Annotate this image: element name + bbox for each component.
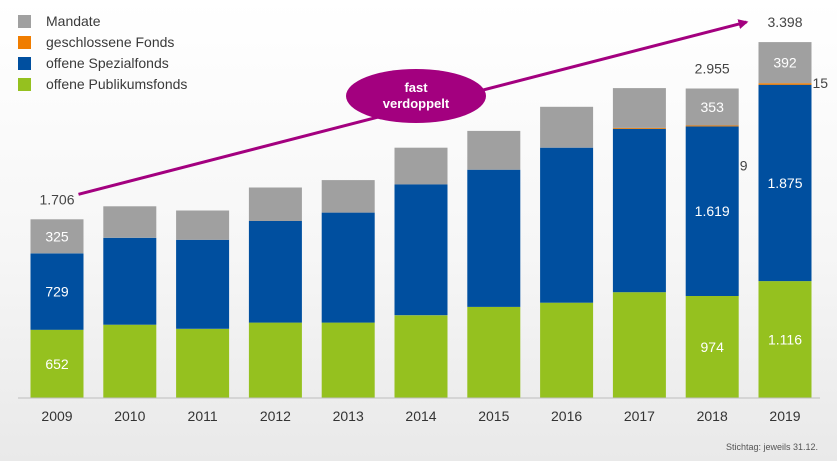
x-tick-label-2016: 2016 xyxy=(551,408,582,424)
bar-segment-geschlossene-fonds-2018 xyxy=(685,125,739,127)
bar-segment-offene-publikumsfonds-2013 xyxy=(321,322,375,398)
bar-segment-offene-publikumsfonds-2015 xyxy=(467,306,521,398)
data-label-2019-offene-publikumsfonds: 1.116 xyxy=(768,332,802,348)
bar-segment-offene-spezialfonds-2013 xyxy=(321,212,375,323)
callout-line-1: fast xyxy=(404,80,428,95)
bar-segment-offene-publikumsfonds-2019 xyxy=(758,281,812,398)
bar-segment-mandate-2015 xyxy=(467,130,521,170)
bar-segment-offene-spezialfonds-2010 xyxy=(103,237,157,325)
bar-segment-offene-spezialfonds-2012 xyxy=(248,221,302,323)
callout-line-2: verdoppelt xyxy=(383,96,450,111)
bar-segment-mandate-2012 xyxy=(248,187,302,221)
legend-label-offene-publikumsfonds: offene Publikumsfonds xyxy=(46,76,187,92)
side-label-2018-closed-funds: 9 xyxy=(740,158,748,174)
x-tick-label-2018: 2018 xyxy=(697,408,728,424)
data-label-2019-mandate: 392 xyxy=(773,55,797,71)
legend-label-mandate: Mandate xyxy=(46,13,101,29)
bar-segment-offene-spezialfonds-2018 xyxy=(685,126,739,297)
bar-segment-mandate-2010 xyxy=(103,206,157,238)
bar-segment-offene-publikumsfonds-2016 xyxy=(540,302,594,398)
bar-segment-geschlossene-fonds-2017 xyxy=(612,127,666,129)
bar-segment-offene-publikumsfonds-2017 xyxy=(612,292,666,398)
x-tick-label-2015: 2015 xyxy=(478,408,509,424)
legend-swatch-offene-spezialfonds xyxy=(18,57,31,70)
x-tick-label-2009: 2009 xyxy=(41,408,72,424)
bar-segment-offene-publikumsfonds-2012 xyxy=(248,322,302,398)
bar-segment-mandate-2019 xyxy=(758,42,812,84)
side-label-2019-closed-funds: 15 xyxy=(813,75,829,91)
x-tick-label-2014: 2014 xyxy=(405,408,436,424)
bar-segment-mandate-2014 xyxy=(394,147,448,185)
legend-swatch-offene-publikumsfonds xyxy=(18,78,31,91)
data-label-2009-offene-spezialfonds: 729 xyxy=(45,284,69,300)
bar-segment-geschlossene-fonds-2019 xyxy=(758,83,812,85)
bar-segment-mandate-2013 xyxy=(321,180,375,213)
data-label-2009-mandate: 325 xyxy=(45,228,69,244)
bar-segment-offene-publikumsfonds-2010 xyxy=(103,324,157,398)
bar-segment-offene-spezialfonds-2019 xyxy=(758,84,812,282)
x-tick-label-2013: 2013 xyxy=(333,408,364,424)
data-label-2009-offene-publikumsfonds: 652 xyxy=(45,356,69,372)
bar-segment-offene-spezialfonds-2016 xyxy=(540,147,594,303)
legend-label-offene-spezialfonds: offene Spezialfonds xyxy=(46,55,169,71)
bar-segment-offene-publikumsfonds-2018 xyxy=(685,296,739,398)
data-label-2018-offene-publikumsfonds: 974 xyxy=(701,339,725,355)
bar-segment-offene-spezialfonds-2015 xyxy=(467,169,521,307)
bar-segment-offene-publikumsfonds-2011 xyxy=(176,328,230,398)
bar-segment-offene-publikumsfonds-2009 xyxy=(30,329,84,398)
total-label-2019: 3.398 xyxy=(767,14,802,30)
data-label-2018-mandate: 353 xyxy=(701,99,725,115)
bar-segment-mandate-2009 xyxy=(30,219,84,254)
legend-label-geschlossene-fonds: geschlossene Fonds xyxy=(46,34,174,50)
x-tick-label-2019: 2019 xyxy=(769,408,800,424)
legend-swatch-geschlossene-fonds xyxy=(18,36,31,49)
bar-segment-mandate-2018 xyxy=(685,88,739,126)
data-label-2018-offene-spezialfonds: 1.619 xyxy=(695,203,730,219)
legend-swatch-mandate xyxy=(18,15,31,28)
x-tick-label-2011: 2011 xyxy=(188,408,218,424)
data-label-2019-offene-spezialfonds: 1.875 xyxy=(767,175,802,191)
bar-segment-offene-spezialfonds-2009 xyxy=(30,253,84,330)
total-label-2018: 2.955 xyxy=(695,61,730,77)
callout-bubble xyxy=(346,69,486,123)
x-tick-label-2017: 2017 xyxy=(624,408,655,424)
bar-segment-offene-spezialfonds-2017 xyxy=(612,128,666,293)
x-tick-label-2010: 2010 xyxy=(114,408,145,424)
x-tick-label-2012: 2012 xyxy=(260,408,291,424)
bar-segment-offene-publikumsfonds-2014 xyxy=(394,315,448,398)
footnote: Stichtag: jeweils 31.12. xyxy=(726,442,818,452)
bar-segment-offene-spezialfonds-2014 xyxy=(394,184,448,316)
bar-segment-mandate-2016 xyxy=(540,106,594,148)
total-label-2009: 1.706 xyxy=(39,191,74,207)
bar-segment-offene-spezialfonds-2011 xyxy=(176,239,230,329)
bar-segment-mandate-2017 xyxy=(612,88,666,128)
bar-segment-mandate-2011 xyxy=(176,210,230,240)
